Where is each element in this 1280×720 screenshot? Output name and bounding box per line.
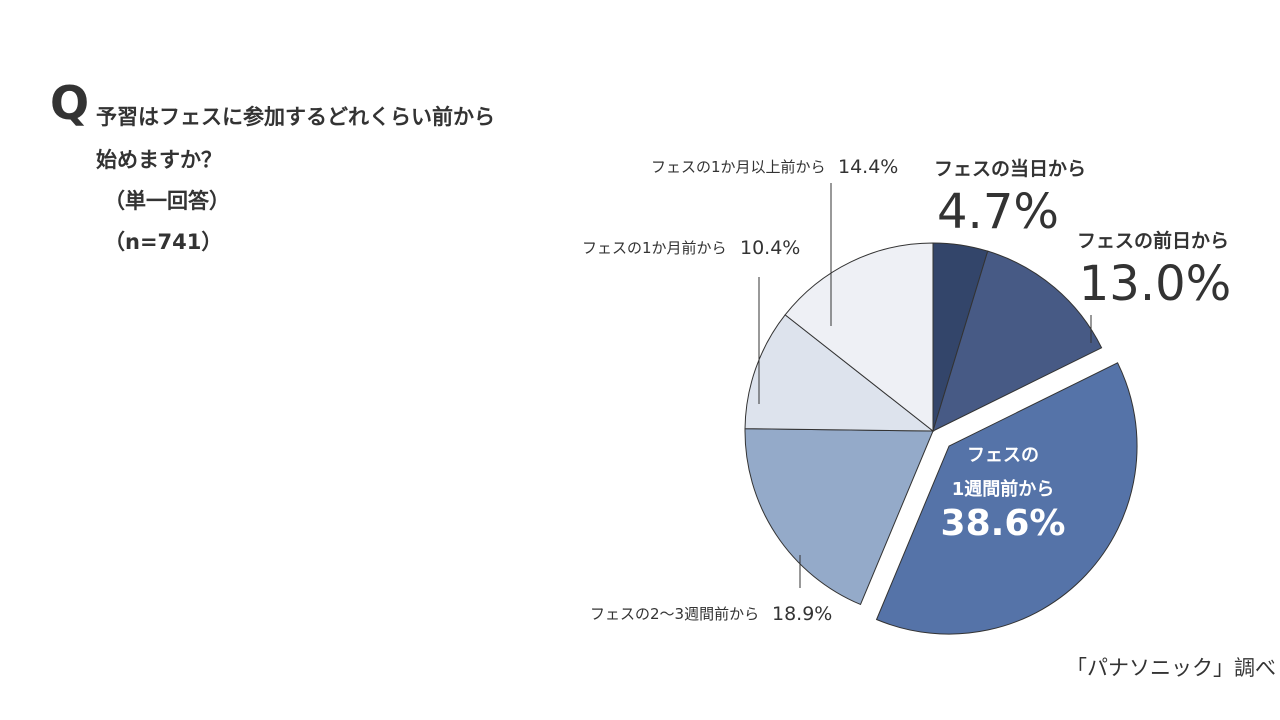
slice-value-one-month: 10.4% [740, 237, 800, 259]
pie-slice [744, 428, 934, 606]
pie-slice [744, 314, 935, 432]
pie-slice [932, 250, 1103, 432]
question-answer-type: （単一回答） [104, 189, 230, 213]
slice-label-one-week-line-1: フェスの [967, 445, 1039, 466]
source-note: 「パナソニック」調べ [1066, 656, 1276, 680]
slice-label-two-three-weeks: フェスの2〜3週間前から [590, 605, 759, 623]
question-sample-size: （n=741） [104, 230, 223, 254]
pie-slice [784, 242, 934, 433]
slice-value-same-day: 4.7% [937, 184, 1059, 240]
pie-slice [875, 362, 1138, 635]
question-text-line-2: 始めますか？ [96, 148, 222, 172]
slice-value-one-week: 38.6% [941, 503, 1066, 544]
question-text-line-1: 予習はフェスに参加するどれくらい前から [96, 105, 495, 129]
slice-value-two-three-weeks: 18.9% [772, 603, 832, 625]
slice-label-day-before: フェスの前日から [1077, 229, 1229, 252]
question-mark: Q [50, 76, 90, 130]
slice-value-day-before: 13.0% [1079, 256, 1231, 312]
slice-label-one-week-line-2: 1週間前から [952, 478, 1055, 500]
slice-label-one-month: フェスの1か月前から [582, 239, 727, 257]
slice-value-over-one-month: 14.4% [838, 156, 898, 178]
slice-label-same-day: フェスの当日から [934, 157, 1086, 180]
slice-label-over-one-month: フェスの1か月以上前から [651, 158, 826, 176]
